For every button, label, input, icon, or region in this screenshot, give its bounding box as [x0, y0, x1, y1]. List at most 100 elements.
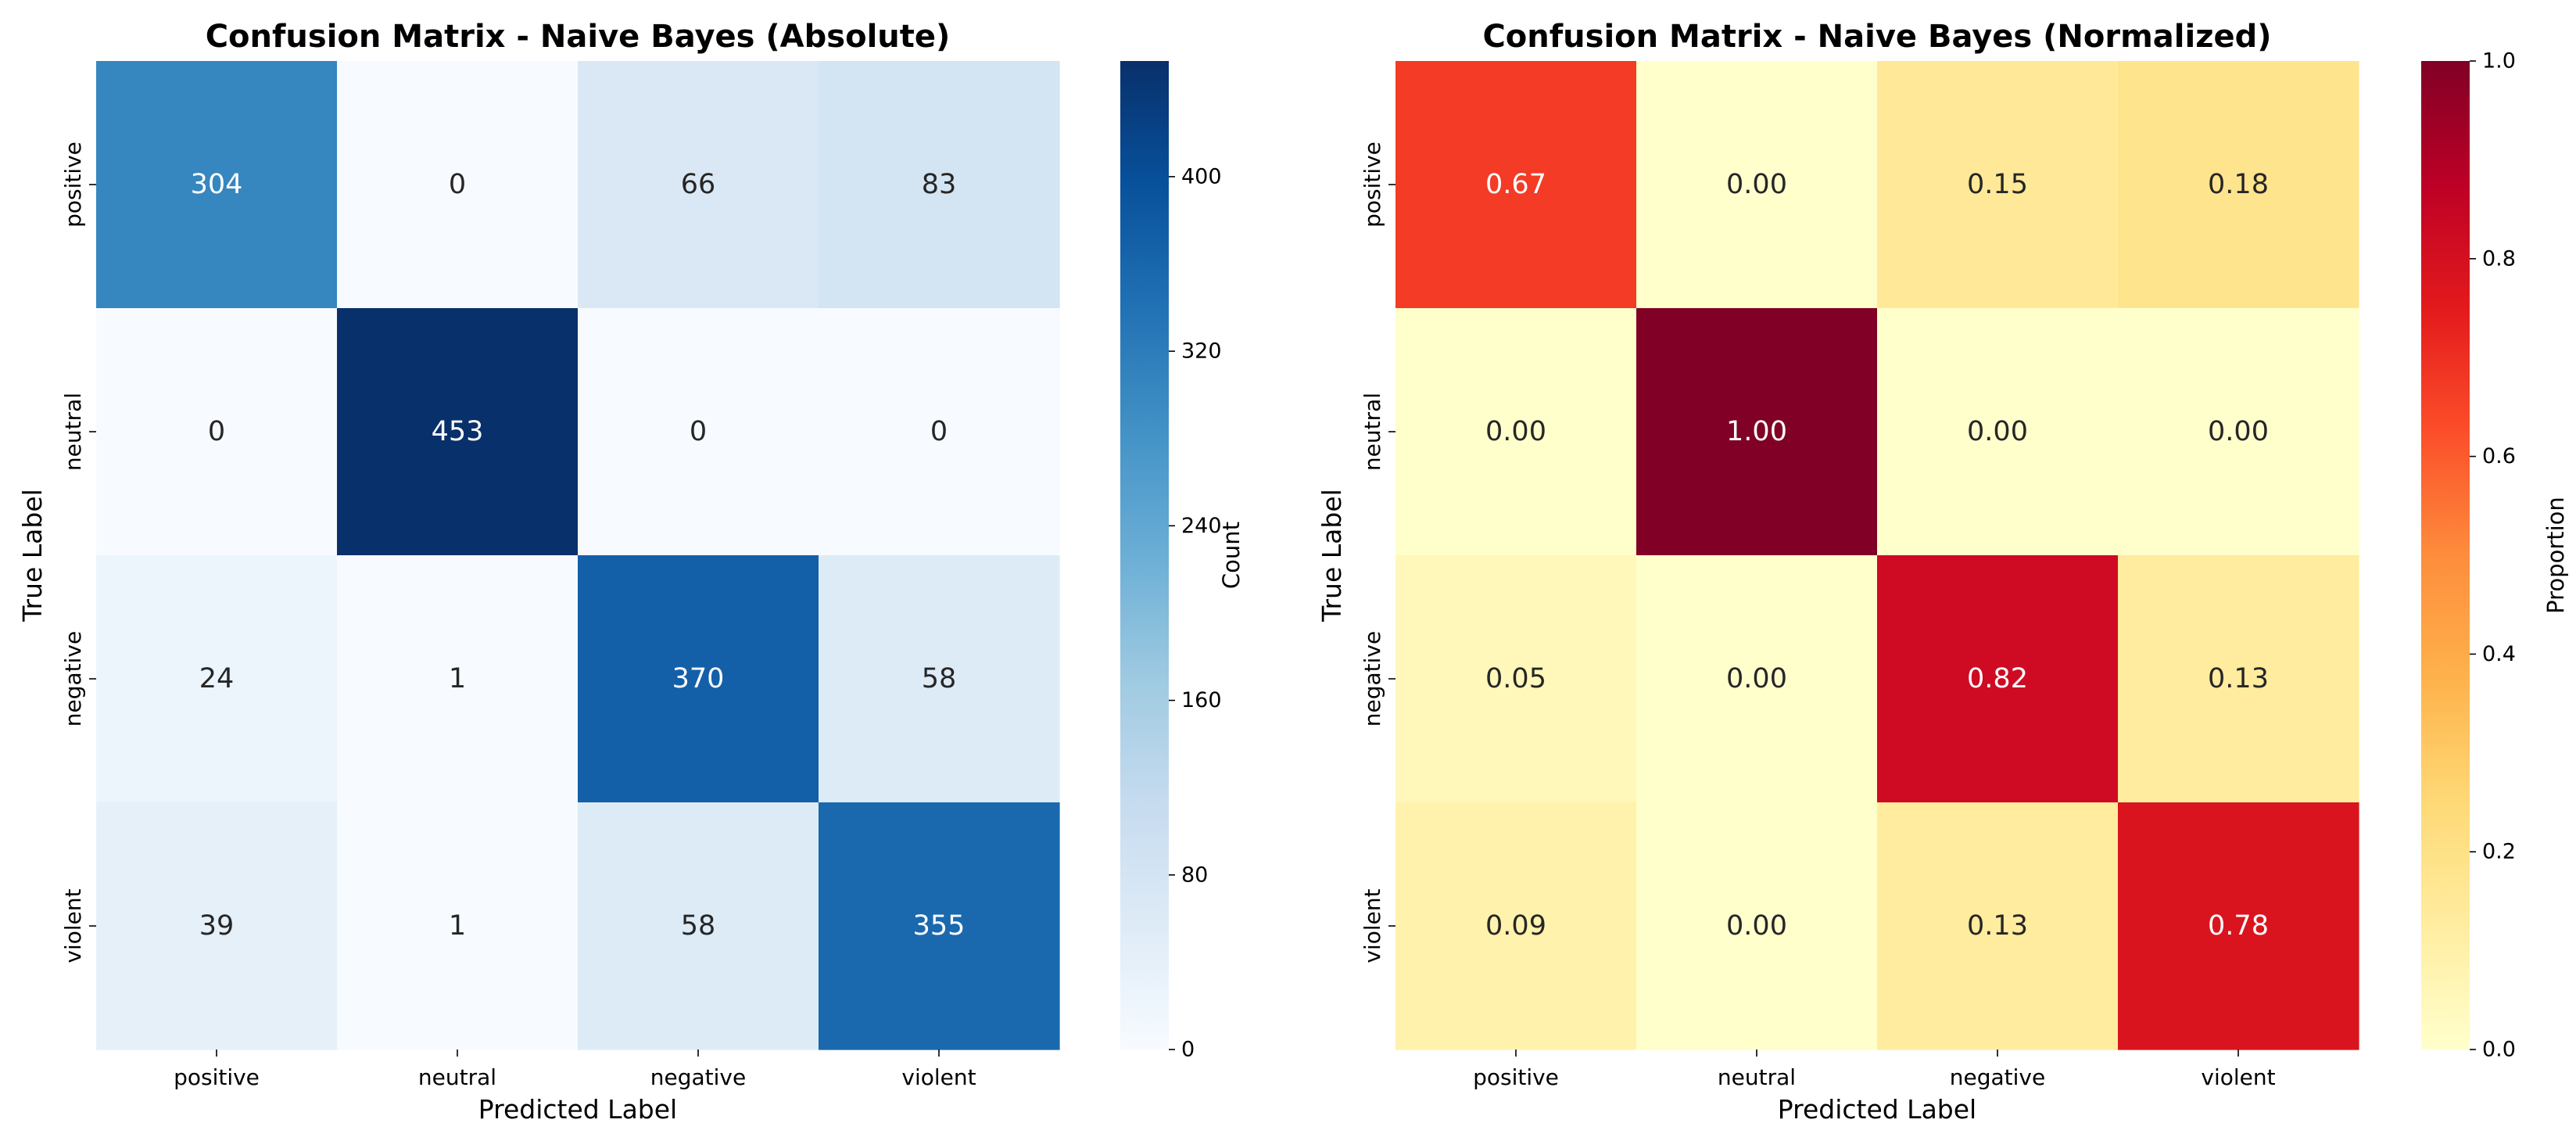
- colorbar-tick-label: 240: [1181, 514, 1222, 538]
- colorbar-tick-label: 1.0: [2482, 49, 2516, 74]
- cell-value-label: 24: [199, 663, 235, 694]
- heatmap-cell: [337, 802, 579, 1050]
- cell-value-label: 1: [449, 663, 466, 694]
- colorbar-tick-label: 0.2: [2482, 840, 2516, 864]
- y-tick-label: positive: [60, 142, 86, 228]
- heatmap-cell: [337, 555, 579, 803]
- heatmap-cell: [819, 61, 1060, 309]
- heatmap-cell: [1877, 308, 2119, 556]
- heatmap-cell: [578, 802, 819, 1050]
- x-tick-label: violent: [2201, 1064, 2275, 1090]
- heatmap-cell: [1636, 308, 1878, 556]
- heatmap-cell: [1877, 555, 2119, 803]
- chart-title: Confusion Matrix - Naive Bayes (Normaliz…: [1482, 19, 2271, 55]
- y-tick-label: positive: [1360, 142, 1385, 228]
- heatmap-cell: [96, 61, 338, 309]
- cell-value-label: 0.00: [1726, 910, 1787, 942]
- x-axis-label: Predicted Label: [1778, 1094, 1976, 1125]
- heatmap-cell: [337, 308, 579, 556]
- x-tick-label: positive: [174, 1064, 260, 1090]
- heatmap-cell: [1395, 61, 1637, 309]
- colorbar-tick-label: 0.0: [2482, 1038, 2516, 1062]
- chart-title: Confusion Matrix - Naive Bayes (Absolute…: [206, 19, 951, 55]
- y-axis-label: True Label: [17, 489, 48, 623]
- heatmap-cell: [1395, 308, 1637, 556]
- y-tick-label: violent: [1360, 888, 1385, 963]
- heatmap-cell: [578, 555, 819, 803]
- heatmap-cell: [337, 61, 579, 309]
- heatmap-cell: [819, 802, 1060, 1050]
- cell-value-label: 58: [681, 910, 716, 942]
- heatmap-cell: [2118, 802, 2359, 1050]
- x-axis-ticks: positive neutral negative violent: [1473, 1050, 2276, 1090]
- heatmap-cell: [1877, 802, 2119, 1050]
- cell-value-label: 370: [672, 663, 725, 694]
- cell-value-label: 39: [199, 910, 235, 942]
- y-tick-label: violent: [60, 888, 86, 963]
- x-axis-ticks: positive neutral negative violent: [174, 1050, 976, 1090]
- cell-value-label: 1.00: [1726, 416, 1787, 447]
- cell-value-label: 0: [690, 416, 707, 447]
- cell-value-label: 0.18: [2208, 169, 2269, 200]
- x-tick-label: negative: [650, 1064, 746, 1090]
- colorbar-label: Count: [1218, 522, 1245, 589]
- y-tick-label: negative: [1360, 631, 1385, 727]
- cell-value-label: 1: [449, 910, 466, 942]
- cell-value-label: 0.00: [2208, 416, 2269, 447]
- colorbar-gradient: [2421, 61, 2470, 1050]
- heatmap-cells: 304 0 66 83 0 453 0 0 24 1 370 58 39 1 58 355: [96, 61, 1060, 1050]
- heatmap-cell: [1636, 61, 1878, 309]
- heatmap-cell: [578, 308, 819, 556]
- cell-value-label: 355: [913, 910, 966, 942]
- heatmap-cell: [96, 308, 338, 556]
- colorbar-tick-label: 320: [1181, 339, 1222, 364]
- heatmap-panel-normalized: Confusion Matrix - Naive Bayes (Normaliz…: [1317, 19, 2569, 1125]
- x-tick-label: positive: [1473, 1064, 1559, 1090]
- cell-value-label: 0.09: [1485, 910, 1546, 942]
- colorbar-ticks: 0 80 160 240 320 400: [1169, 164, 1222, 1062]
- cell-value-label: 83: [922, 169, 957, 200]
- x-axis-label: Predicted Label: [478, 1094, 677, 1125]
- y-axis-ticks: positive neutral negative violent: [1360, 142, 1395, 963]
- heatmap-cell: [2118, 555, 2359, 803]
- cell-value-label: 0.00: [1726, 169, 1787, 200]
- x-tick-label: neutral: [418, 1064, 496, 1090]
- colorbar-tick-label: 0: [1181, 1038, 1195, 1062]
- cell-value-label: 0: [449, 169, 466, 200]
- x-tick-label: negative: [1950, 1064, 2045, 1090]
- cell-value-label: 0.00: [1485, 416, 1546, 447]
- heatmap-cell: [96, 802, 338, 1050]
- heatmap-cell: [819, 308, 1060, 556]
- colorbar-tick-label: 80: [1181, 863, 1208, 887]
- heatmap-cell: [578, 61, 819, 309]
- heatmap-cell: [1395, 555, 1637, 803]
- colorbar-tick-label: 0.8: [2482, 246, 2516, 271]
- heatmap-cell: [96, 555, 338, 803]
- x-tick-label: violent: [901, 1064, 976, 1090]
- heatmap-cell: [1636, 555, 1878, 803]
- heatmap-panel-absolute: Confusion Matrix - Naive Bayes (Absolute…: [17, 19, 1245, 1125]
- heatmap-cell: [1877, 61, 2119, 309]
- cell-value-label: 0: [208, 416, 225, 447]
- heatmap-cell: [819, 555, 1060, 803]
- y-axis-ticks: positive neutral negative violent: [60, 142, 96, 963]
- colorbar: 0 80 160 240 320 400 Count: [1120, 61, 1245, 1062]
- cell-value-label: 0.78: [2208, 910, 2269, 942]
- colorbar: 0.0 0.2 0.4 0.6 0.8 1.0 Proportion: [2421, 49, 2569, 1062]
- x-tick-label: neutral: [1718, 1064, 1796, 1090]
- colorbar-tick-label: 400: [1181, 164, 1222, 188]
- heatmap-cell: [1395, 802, 1637, 1050]
- colorbar-gradient: [1120, 61, 1169, 1050]
- heatmap-cell: [2118, 61, 2359, 309]
- colorbar-ticks: 0.0 0.2 0.4 0.6 0.8 1.0: [2470, 49, 2516, 1062]
- cell-value-label: 66: [681, 169, 716, 200]
- cell-value-label: 0: [930, 416, 948, 447]
- cell-value-label: 0.82: [1967, 663, 2028, 694]
- cell-value-label: 0.15: [1967, 169, 2028, 200]
- y-tick-label: negative: [60, 631, 86, 727]
- cell-value-label: 0.13: [1967, 910, 2028, 942]
- heatmap-cell: [1636, 802, 1878, 1050]
- cell-value-label: 0.05: [1485, 663, 1546, 694]
- y-axis-label: True Label: [1317, 489, 1347, 623]
